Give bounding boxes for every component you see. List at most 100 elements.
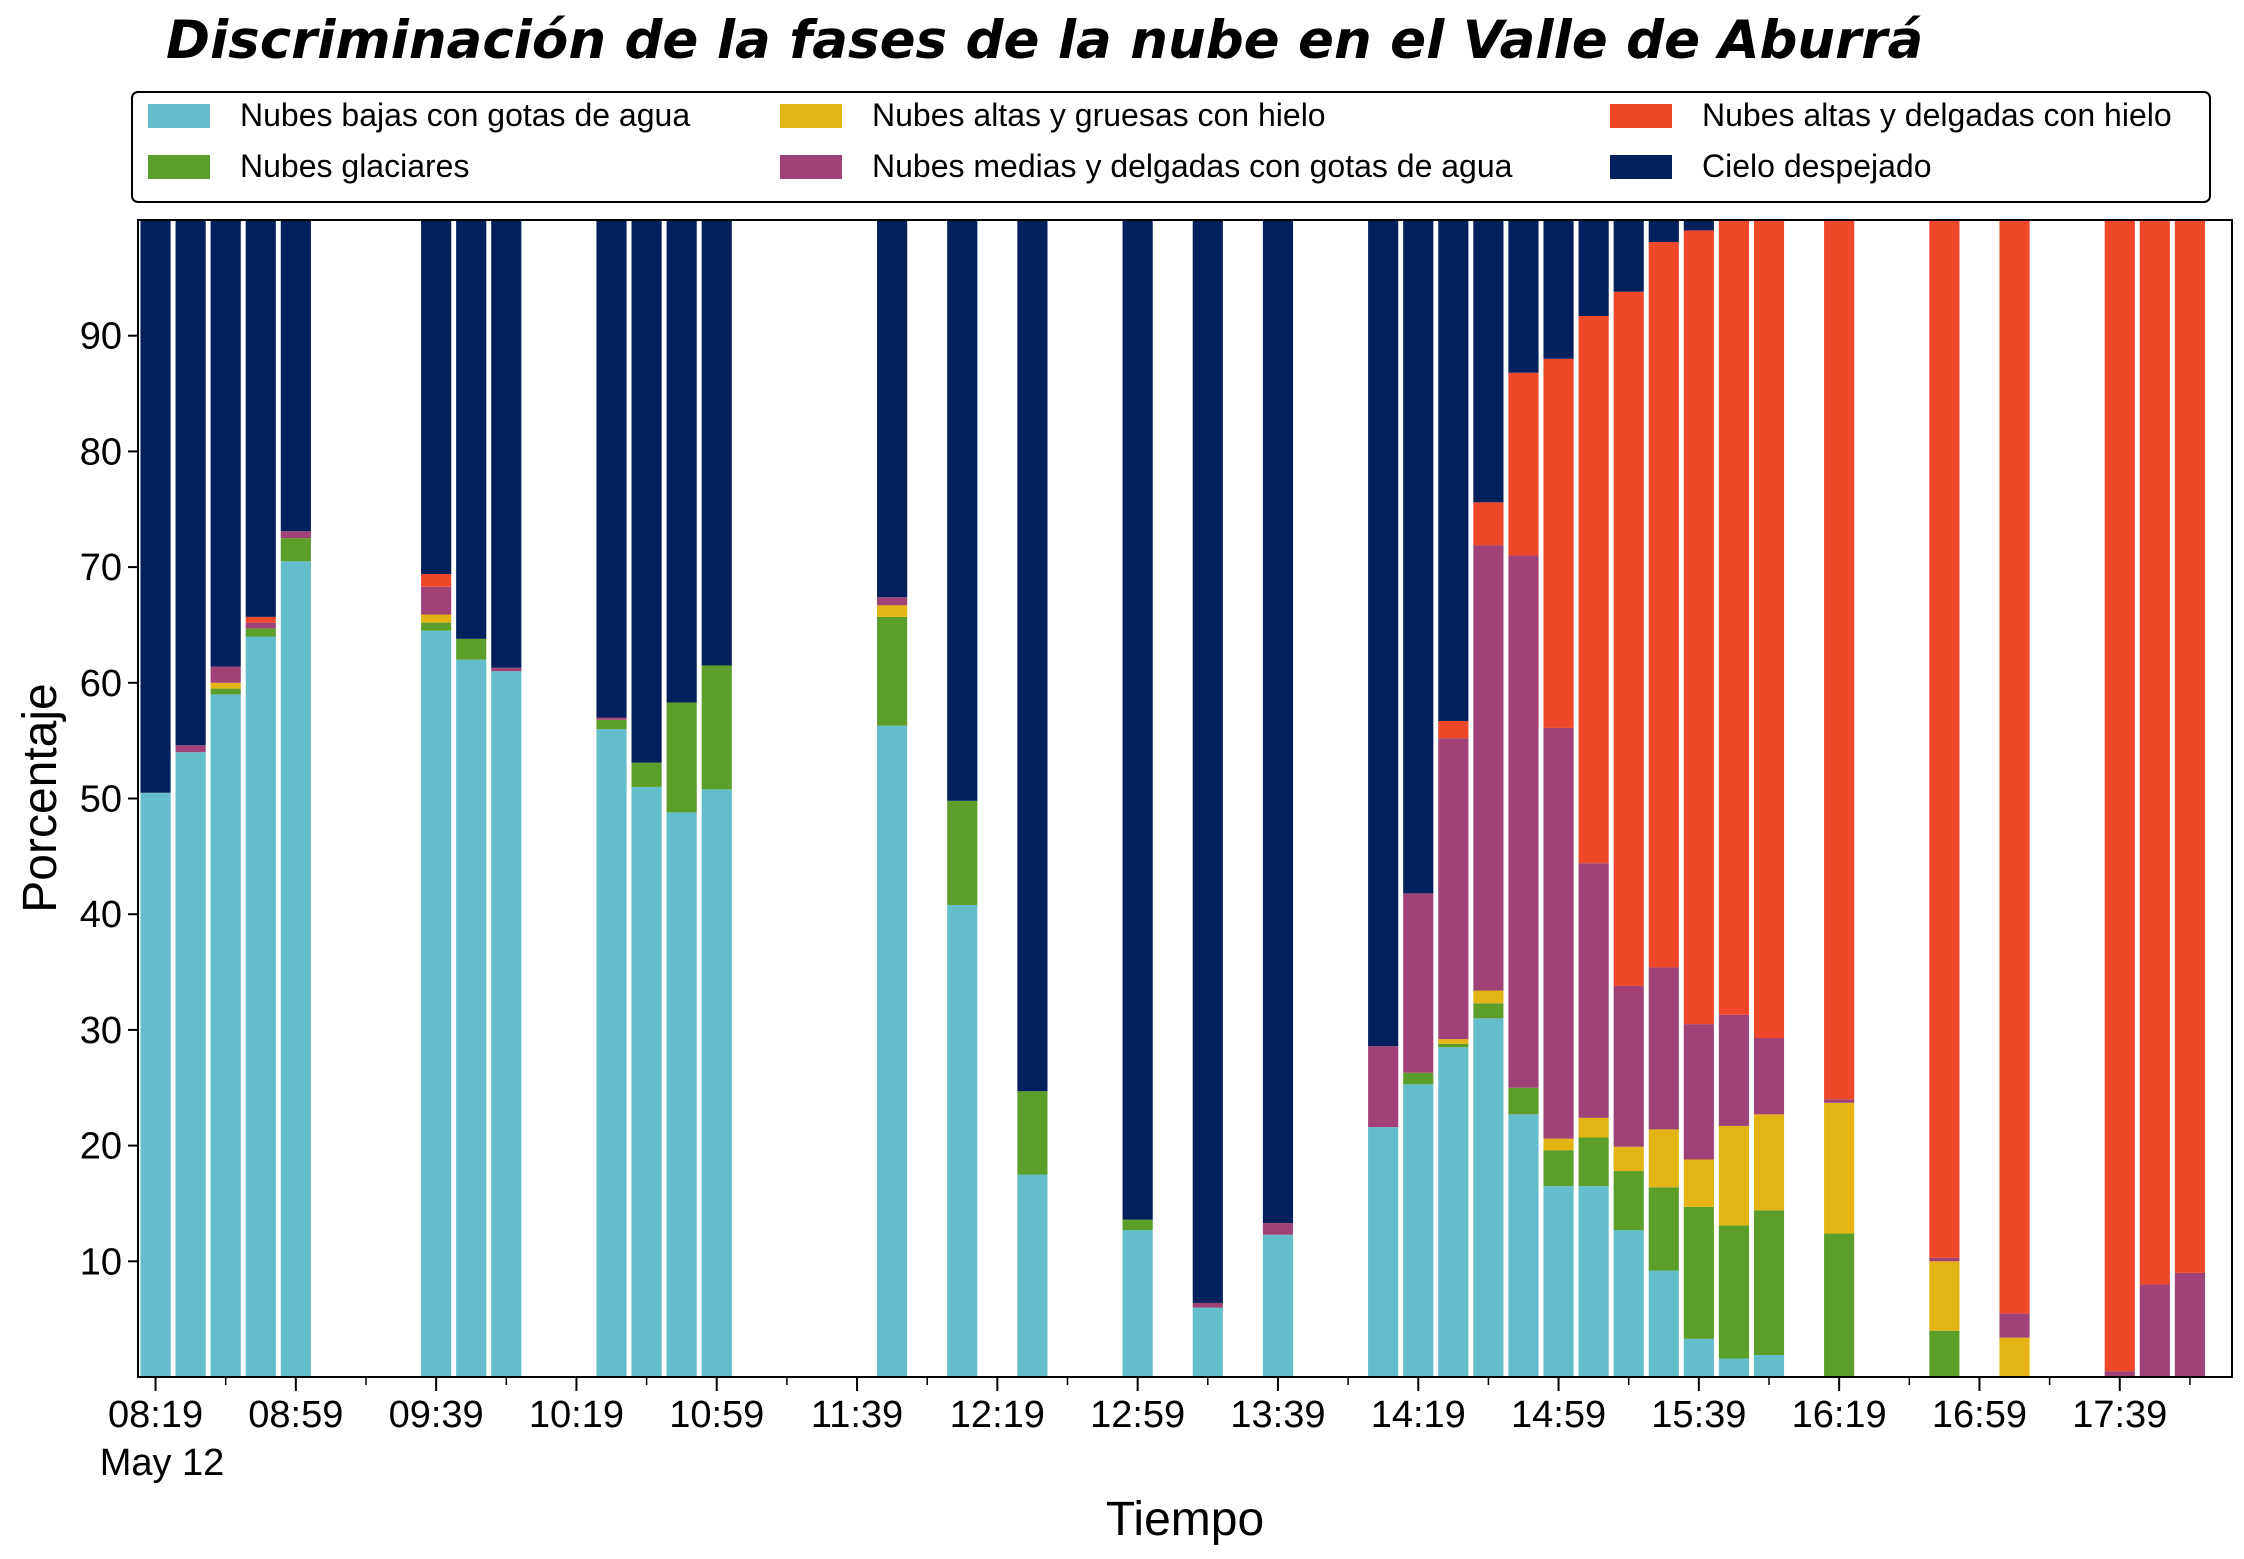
bar-segment-2-1259 (1122, 1219, 1153, 1231)
bar-segment-3-1429 (1438, 1039, 1469, 1044)
bar-segment-4-1519 (1613, 985, 1644, 1147)
legend-label: Cielo despejado (1702, 148, 1932, 184)
bar-segment-5-1549 (1718, 220, 1750, 1015)
bar-segment-3-1709 (1999, 1337, 2030, 1377)
bar-segment-4-1759 (2174, 1272, 2205, 1377)
y-tick-label: 20 (80, 1126, 122, 1168)
bar-segment-1-0819 (140, 792, 171, 1377)
bar-segment-4-0939 (421, 586, 452, 615)
bar-segment-5-1459 (1543, 358, 1574, 728)
bar-segment-1-0859 (280, 561, 311, 1377)
bar-segment-6-1229 (1017, 220, 1048, 1092)
bar-segment-4-0839 (210, 666, 241, 683)
y-tick-label: 50 (80, 779, 122, 821)
bar-segment-2-1619 (1824, 1233, 1855, 1377)
y-tick-label: 30 (80, 1010, 122, 1052)
bar-segment-4-1709 (1999, 1313, 2030, 1338)
bar-segment-4-1149 (877, 597, 908, 606)
bar-segment-4-1029 (596, 717, 627, 720)
bar-segment-4-1419 (1403, 893, 1434, 1073)
bar-segment-4-1439 (1473, 545, 1504, 991)
bar-segment-4-0849 (245, 622, 276, 629)
bar-segment-1-1319 (1192, 1307, 1223, 1377)
bar-segment-1-1419 (1403, 1084, 1434, 1377)
bar-segment-1-0959 (491, 671, 522, 1377)
x-tick-label: 08:59 (248, 1394, 343, 1436)
bar-segment-1-1519 (1613, 1230, 1644, 1377)
bar-segment-2-1229 (1017, 1091, 1048, 1175)
bar-segment-4-0859 (280, 531, 311, 539)
x-tick-label: 16:19 (1792, 1394, 1887, 1436)
bar-segment-6-0849 (245, 220, 276, 617)
bar-segment-5-1739 (2104, 220, 2135, 1372)
bar-segment-2-0859 (280, 538, 311, 562)
bar-segment-1-1429 (1438, 1047, 1469, 1377)
y-tick-label: 80 (80, 431, 122, 473)
legend-swatch (780, 155, 842, 179)
bar-segment-4-1559 (1753, 1038, 1785, 1115)
bar-segment-3-1529 (1648, 1129, 1679, 1188)
bar-segment-1-0839 (210, 694, 241, 1377)
bar-segment-6-1439 (1473, 220, 1504, 503)
bar-segment-1-0939 (421, 630, 452, 1377)
bar-segment-5-1439 (1473, 502, 1504, 546)
bar-segment-2-1149 (877, 616, 908, 726)
x-tick-label: 15:39 (1651, 1394, 1746, 1436)
bar-segment-3-1559 (1753, 1114, 1785, 1211)
bar-segment-1-1449 (1508, 1114, 1539, 1377)
y-tick-label: 70 (80, 547, 122, 589)
bar-segment-3-1649 (1929, 1261, 1960, 1331)
bar-segment-5-1709 (1999, 220, 2030, 1314)
bar-segment-2-0849 (245, 628, 276, 637)
bar-segment-5-1519 (1613, 291, 1644, 986)
bar-segment-5-1429 (1438, 720, 1469, 739)
bar-segment-3-1619 (1824, 1102, 1855, 1234)
bar-segment-4-1649 (1929, 1257, 1960, 1262)
bar-segment-6-1429 (1438, 220, 1469, 721)
bar-segment-4-1509 (1578, 863, 1609, 1118)
bar-segment-6-1509 (1578, 220, 1609, 317)
legend-swatch (1610, 104, 1672, 128)
bar-segment-2-1049 (666, 702, 697, 813)
bar-segment-3-1509 (1578, 1117, 1609, 1138)
x-tick-label: 09:39 (389, 1394, 484, 1436)
bar-segment-2-0939 (421, 622, 452, 631)
y-axis: 10 20 30 40 50 60 70 80 90 (80, 316, 138, 1283)
bar-segment-6-1149 (877, 220, 908, 598)
bar-segment-2-1509 (1578, 1137, 1609, 1187)
chart-title: Discriminación de la fases de la nube en… (166, 10, 1923, 71)
bars-group (140, 220, 2205, 1377)
bar-segment-6-1029 (596, 220, 627, 718)
bar-segment-5-1509 (1578, 316, 1609, 864)
bar-segment-1-1039 (631, 786, 662, 1377)
bar-segment-2-1529 (1648, 1187, 1679, 1271)
bar-segment-1-1029 (596, 729, 627, 1377)
legend-label: Nubes medias y delgadas con gotas de agu… (872, 148, 1513, 184)
bar-segment-5-1759 (2174, 220, 2205, 1273)
bar-segment-6-1409 (1368, 220, 1399, 1047)
bar-segment-1-1339 (1262, 1234, 1294, 1377)
bar-segment-2-1429 (1438, 1043, 1469, 1048)
bar-segment-3-1459 (1543, 1138, 1574, 1151)
x-tick-label: 13:39 (1230, 1394, 1325, 1436)
bar-segment-4-1549 (1718, 1014, 1750, 1126)
bar-segment-2-1549 (1718, 1225, 1750, 1359)
bar-segment-6-1449 (1508, 220, 1539, 373)
bar-segment-2-1029 (596, 719, 627, 730)
bar-segment-1-1549 (1718, 1358, 1750, 1377)
bar-segment-4-1449 (1508, 555, 1539, 1088)
y-axis-label: Porcentaje (14, 683, 67, 912)
bar-segment-6-0949 (456, 220, 487, 639)
x-tick-label: 10:59 (669, 1394, 764, 1436)
x-tick-label: 16:59 (1932, 1394, 2027, 1436)
bar-segment-6-0859 (280, 220, 311, 532)
bar-segment-4-1739 (2104, 1371, 2135, 1377)
bar-segment-3-0939 (421, 614, 452, 623)
legend-frame (131, 91, 2211, 203)
bar-segment-5-1529 (1648, 241, 1679, 968)
legend: Nubes bajas con gotas de agua Nubes glaci… (131, 91, 2211, 203)
bar-segment-6-1049 (666, 220, 697, 703)
bar-segment-6-1039 (631, 220, 662, 763)
bar-segment-1-1409 (1368, 1127, 1399, 1377)
bar-segment-1-1459 (1543, 1186, 1574, 1377)
